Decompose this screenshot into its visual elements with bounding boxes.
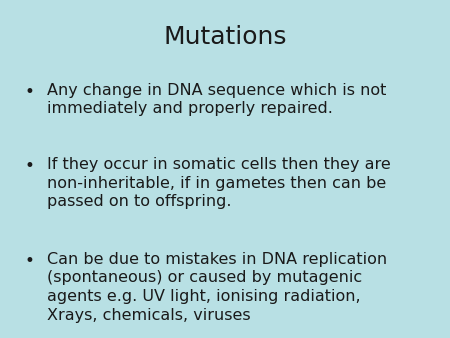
Text: Mutations: Mutations	[163, 25, 287, 49]
Text: Can be due to mistakes in DNA replication
(spontaneous) or caused by mutagenic
a: Can be due to mistakes in DNA replicatio…	[47, 252, 387, 322]
Text: •: •	[25, 83, 35, 101]
Text: If they occur in somatic cells then they are
non-inheritable, if in gametes then: If they occur in somatic cells then they…	[47, 157, 391, 209]
Text: •: •	[25, 157, 35, 175]
Text: •: •	[25, 252, 35, 270]
Text: Any change in DNA sequence which is not
immediately and properly repaired.: Any change in DNA sequence which is not …	[47, 83, 387, 116]
